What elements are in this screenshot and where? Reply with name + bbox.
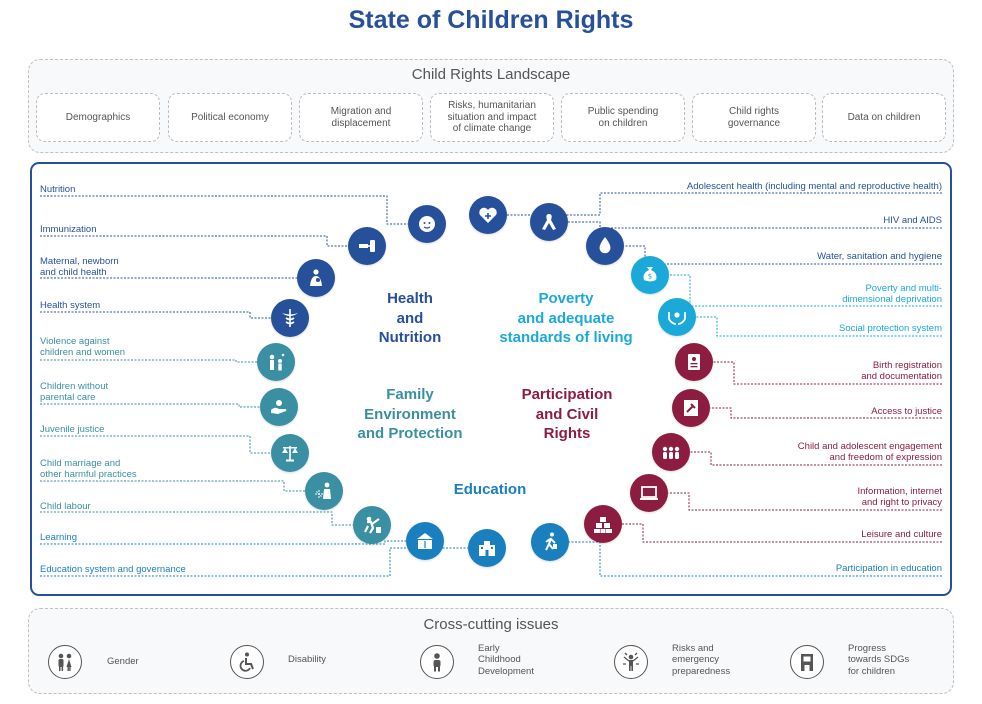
cross-label-sdg: Progress towards SDGs for children — [848, 643, 910, 677]
connector-left — [40, 195, 408, 225]
landscape-item-data[interactable]: Data on children — [822, 93, 946, 142]
left-label-10[interactable]: Education system and governance — [40, 564, 186, 575]
left-label-8[interactable]: Child labour — [40, 501, 91, 512]
connector-left — [40, 511, 353, 526]
right-label-8[interactable]: Information, internet and right to priva… — [857, 486, 943, 509]
harmful-practice-icon[interactable] — [305, 472, 343, 510]
left-label-4[interactable]: Violence against children and women — [40, 336, 126, 359]
baby-face-icon[interactable] — [408, 205, 446, 243]
water-drop-icon[interactable] — [586, 227, 624, 265]
ribbon-icon[interactable] — [530, 203, 568, 241]
landscape-item-public-spending[interactable]: Public spending on children — [561, 93, 685, 142]
syringe-icon[interactable] — [348, 227, 386, 265]
blocks-icon[interactable] — [584, 505, 622, 543]
cross-label-ecd: Early Childhood Development — [478, 643, 534, 677]
connector-right — [568, 221, 942, 229]
connector-right — [622, 523, 942, 543]
right-label-2[interactable]: Water, sanitation and hygiene — [817, 251, 942, 262]
wheelchair-icon — [230, 645, 264, 679]
right-label-3[interactable]: Poverty and multi- dimensional deprivati… — [842, 283, 942, 306]
early-childhood-icon — [420, 645, 454, 679]
left-label-1[interactable]: Immunization — [40, 224, 97, 235]
connector-left — [40, 359, 257, 363]
cross-cutting-title: Cross-cutting issues — [423, 616, 559, 633]
landscape-item-political-economy[interactable]: Political economy — [168, 93, 292, 142]
connector-left — [40, 540, 406, 545]
scales-icon[interactable] — [271, 434, 309, 472]
page-title: State of Children Rights — [348, 6, 634, 34]
connector-right — [507, 192, 942, 216]
mother-child-icon[interactable] — [297, 259, 335, 297]
connector-left — [40, 480, 305, 492]
left-label-5[interactable]: Children without parental care — [40, 381, 109, 404]
caduceus-icon[interactable] — [271, 299, 309, 337]
heart-plus-icon[interactable] — [469, 196, 507, 234]
justice-document-icon[interactable] — [672, 389, 710, 427]
section-participation: Participation and Civil Rights — [521, 386, 613, 442]
school-building-icon[interactable] — [468, 529, 506, 567]
left-label-7[interactable]: Child marriage and other harmful practic… — [40, 458, 137, 481]
child-labour-icon[interactable] — [353, 506, 391, 544]
child-walking-icon[interactable] — [531, 523, 569, 561]
landscape-title: Child Rights Landscape — [411, 66, 571, 83]
learning-book-icon[interactable] — [406, 522, 444, 560]
money-bag-icon[interactable]: $ — [631, 256, 669, 294]
connector-right — [624, 245, 942, 265]
right-label-10[interactable]: Participation in education — [835, 563, 942, 574]
landscape-item-governance[interactable]: Child rights governance — [692, 93, 816, 142]
connector-right — [710, 407, 942, 419]
sdg-icon — [790, 645, 824, 679]
landscape-item-demographics[interactable]: Demographics — [36, 93, 160, 142]
left-label-6[interactable]: Juvenile justice — [40, 424, 105, 435]
left-label-3[interactable]: Health system — [40, 300, 101, 311]
rights-diagram-panel — [30, 162, 952, 596]
protection-hands-icon[interactable] — [658, 298, 696, 336]
birth-certificate-icon[interactable] — [675, 343, 713, 381]
landscape-item-migration[interactable]: Migration and displacement — [299, 93, 423, 142]
connector-right — [690, 451, 942, 466]
connector-left — [40, 435, 271, 454]
laptop-icon[interactable] — [630, 474, 668, 512]
left-label-9[interactable]: Learning — [40, 532, 77, 543]
connector-left — [40, 403, 260, 408]
right-label-9[interactable]: Leisure and culture — [861, 529, 942, 540]
right-label-6[interactable]: Access to justice — [871, 406, 942, 417]
section-education: Education — [453, 481, 527, 498]
connector-right — [569, 541, 942, 577]
caring-hands-icon[interactable] — [260, 388, 298, 426]
svg-text:$: $ — [648, 273, 652, 281]
connector-right — [669, 274, 942, 307]
connector-right — [713, 361, 942, 385]
section-family-protection: Family Environment and Protection — [357, 386, 463, 442]
cross-label-risks: Risks and emergency preparedness — [672, 643, 731, 677]
right-label-5[interactable]: Birth registration and documentation — [861, 360, 942, 383]
violence-icon[interactable] — [257, 343, 295, 381]
right-label-0[interactable]: Adolescent health (including mental and … — [686, 181, 942, 192]
section-poverty: Poverty and adequate standards of living — [499, 290, 633, 346]
right-label-1[interactable]: HIV and AIDS — [883, 215, 942, 226]
gender-icon — [48, 645, 82, 679]
connector-left — [40, 235, 348, 247]
cross-label-disability: Disability — [288, 654, 327, 665]
landscape-item-risks[interactable]: Risks, humanitarian situation and impact… — [430, 93, 554, 142]
emergency-icon — [614, 645, 648, 679]
right-label-7[interactable]: Child and adolescent engagement and free… — [797, 441, 942, 464]
connector-right — [668, 492, 942, 511]
connector-right — [696, 316, 942, 337]
section-health-nutrition: Health and Nutrition — [378, 290, 442, 346]
left-label-0[interactable]: Nutrition — [40, 184, 76, 195]
cross-label-gender: Gender — [107, 656, 139, 667]
left-label-2[interactable]: Maternal, newborn and child health — [40, 256, 119, 279]
connector-left — [40, 311, 271, 319]
group-people-icon[interactable] — [652, 433, 690, 471]
right-label-4[interactable]: Social protection system — [839, 323, 942, 334]
